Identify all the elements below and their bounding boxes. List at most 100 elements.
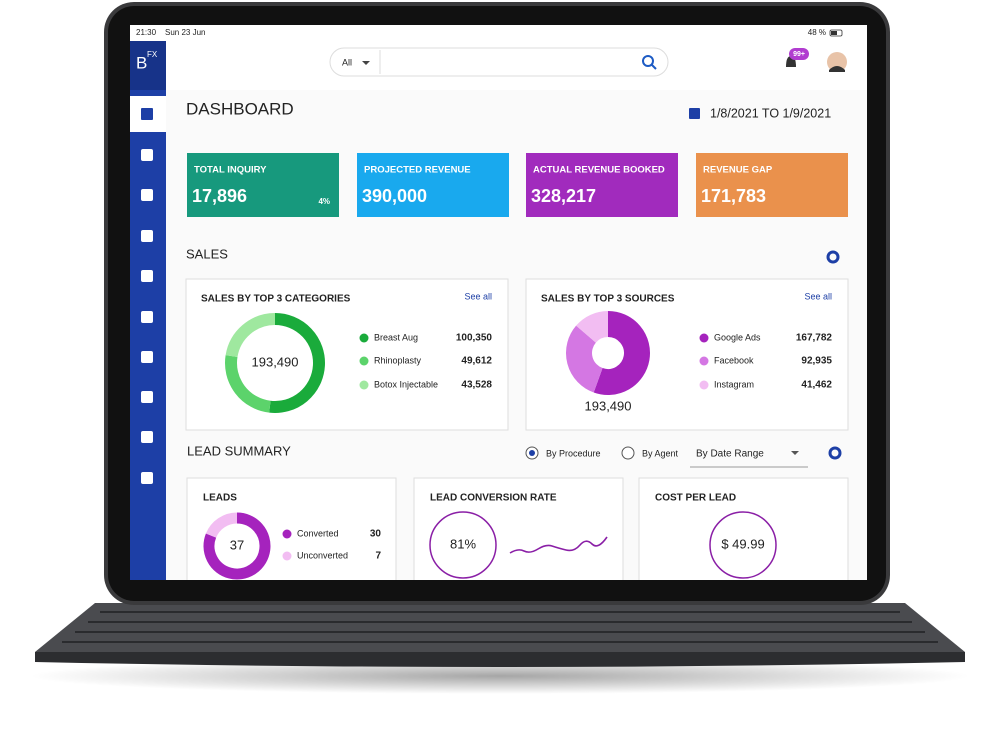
legend-value: 92,935 [801, 356, 832, 367]
logo-superscript: FX [147, 50, 158, 59]
legend-dot [359, 356, 369, 366]
nav-icon[interactable] [141, 351, 153, 363]
card-title: LEAD CONVERSION RATE [430, 493, 557, 504]
legend-name: Converted [297, 528, 339, 538]
legend-value: 30 [370, 529, 382, 540]
kpi-label: REVENUE GAP [703, 165, 773, 176]
radio[interactable] [621, 446, 635, 460]
kpi-card[interactable] [526, 153, 678, 217]
radio-dot [529, 450, 535, 456]
avatar-shirt [829, 66, 845, 72]
avatar[interactable] [827, 52, 847, 72]
legend-name: Facebook [714, 355, 754, 365]
keyboard-keys [62, 611, 938, 643]
nav-icon[interactable] [141, 431, 153, 443]
search-filter: All [342, 57, 352, 67]
logo-letter: B [136, 53, 147, 72]
legend-name: Google Ads [714, 332, 761, 342]
donut-segment [576, 311, 609, 344]
donut-segment [225, 355, 271, 413]
legend-dot [699, 356, 709, 366]
badge-bg [789, 48, 809, 60]
donut-total: 37 [230, 537, 244, 552]
logo-box [130, 41, 166, 90]
kpi-label: ACTUAL REVENUE BOOKED [533, 165, 665, 176]
sparkline [509, 536, 608, 554]
radio-label: By Procedure [546, 448, 601, 458]
legend-value: 167,782 [796, 333, 833, 344]
battery-level [831, 31, 837, 35]
sidebar-icons [141, 108, 153, 484]
screen: 21:30 Sun 23 Jun 48 % B FX All 99+ DASHBOARD 1/8… [130, 25, 867, 580]
cost-value: $ 49.99 [721, 536, 764, 551]
lead-card [413, 477, 624, 580]
legend-dot [359, 380, 369, 390]
nav-icon[interactable] [141, 108, 153, 120]
kpi-value: 328,217 [531, 186, 596, 206]
donut-segment [203, 512, 271, 580]
search-icon[interactable] [642, 55, 654, 67]
section-title: SALES [186, 246, 228, 261]
settings-icon[interactable] [828, 446, 842, 460]
rate-ring [429, 511, 497, 579]
keyboard-edge [35, 652, 965, 667]
nav-icon[interactable] [141, 149, 153, 161]
section-title: LEAD SUMMARY [187, 443, 291, 458]
content: 21:30 Sun 23 Jun 48 % B FX All 99+ DASHBOARD 1/8… [136, 28, 849, 580]
status-battery: 48 % [808, 28, 826, 37]
card-title: SALES BY TOP 3 SOURCES [541, 294, 675, 305]
date-range-select[interactable]: By Date Range [696, 449, 764, 460]
nav-icon[interactable] [141, 391, 153, 403]
search-icon-handle [651, 64, 657, 70]
legend-dot [359, 333, 369, 343]
legend-name: Rhinoplasty [374, 355, 422, 365]
nav-icon[interactable] [141, 230, 153, 242]
nav-icon[interactable] [141, 311, 153, 323]
donut-segment [269, 313, 325, 413]
shadow [30, 658, 970, 694]
select-caret [791, 451, 799, 455]
kpi-label: PROJECTED REVENUE [364, 165, 471, 176]
radio-label: By Agent [642, 448, 679, 458]
kpi-card[interactable] [187, 153, 339, 217]
kpi-value: 390,000 [362, 186, 427, 206]
donut-segment [205, 512, 238, 538]
kpi-card[interactable] [357, 153, 509, 217]
lead-card [638, 477, 849, 580]
see-all-link[interactable]: See all [464, 291, 492, 301]
date-range: 1/8/2021 TO 1/9/2021 [710, 106, 831, 120]
card-title: LEADS [203, 493, 237, 504]
legend-value: 43,528 [461, 380, 492, 391]
legend-name: Breast Aug [374, 332, 418, 342]
kpi-change: 4% [318, 197, 330, 206]
kpi-value: 17,896 [192, 186, 247, 206]
sales-card [185, 278, 509, 431]
legend-dot [282, 551, 292, 561]
legend-dot [282, 529, 292, 539]
legend-value: 100,350 [456, 333, 493, 344]
nav-icon[interactable] [141, 189, 153, 201]
status-time: 21:30 [136, 28, 157, 37]
legend-dot [699, 333, 709, 343]
card-title: COST PER LEAD [655, 493, 736, 504]
nav-icon[interactable] [141, 472, 153, 484]
status-date: Sun 23 Jun [165, 28, 205, 37]
legend-dot [699, 380, 709, 390]
card-title: SALES BY TOP 3 CATEGORIES [201, 294, 351, 305]
donut-segment [225, 313, 276, 358]
kpi-card[interactable] [696, 153, 848, 217]
legend-value: 49,612 [461, 356, 492, 367]
donut-segment [566, 325, 604, 393]
donut-segment [593, 311, 650, 395]
see-all-link[interactable]: See all [804, 291, 832, 301]
legend-name: Instagram [714, 379, 754, 389]
nav-icon[interactable] [141, 270, 153, 282]
cost-ring [709, 511, 777, 579]
rate-value: 81% [450, 536, 476, 551]
donut-total: 193,490 [585, 398, 632, 413]
settings-icon[interactable] [826, 250, 840, 264]
search-box[interactable] [329, 47, 669, 77]
kpi-value: 171,783 [701, 186, 766, 206]
